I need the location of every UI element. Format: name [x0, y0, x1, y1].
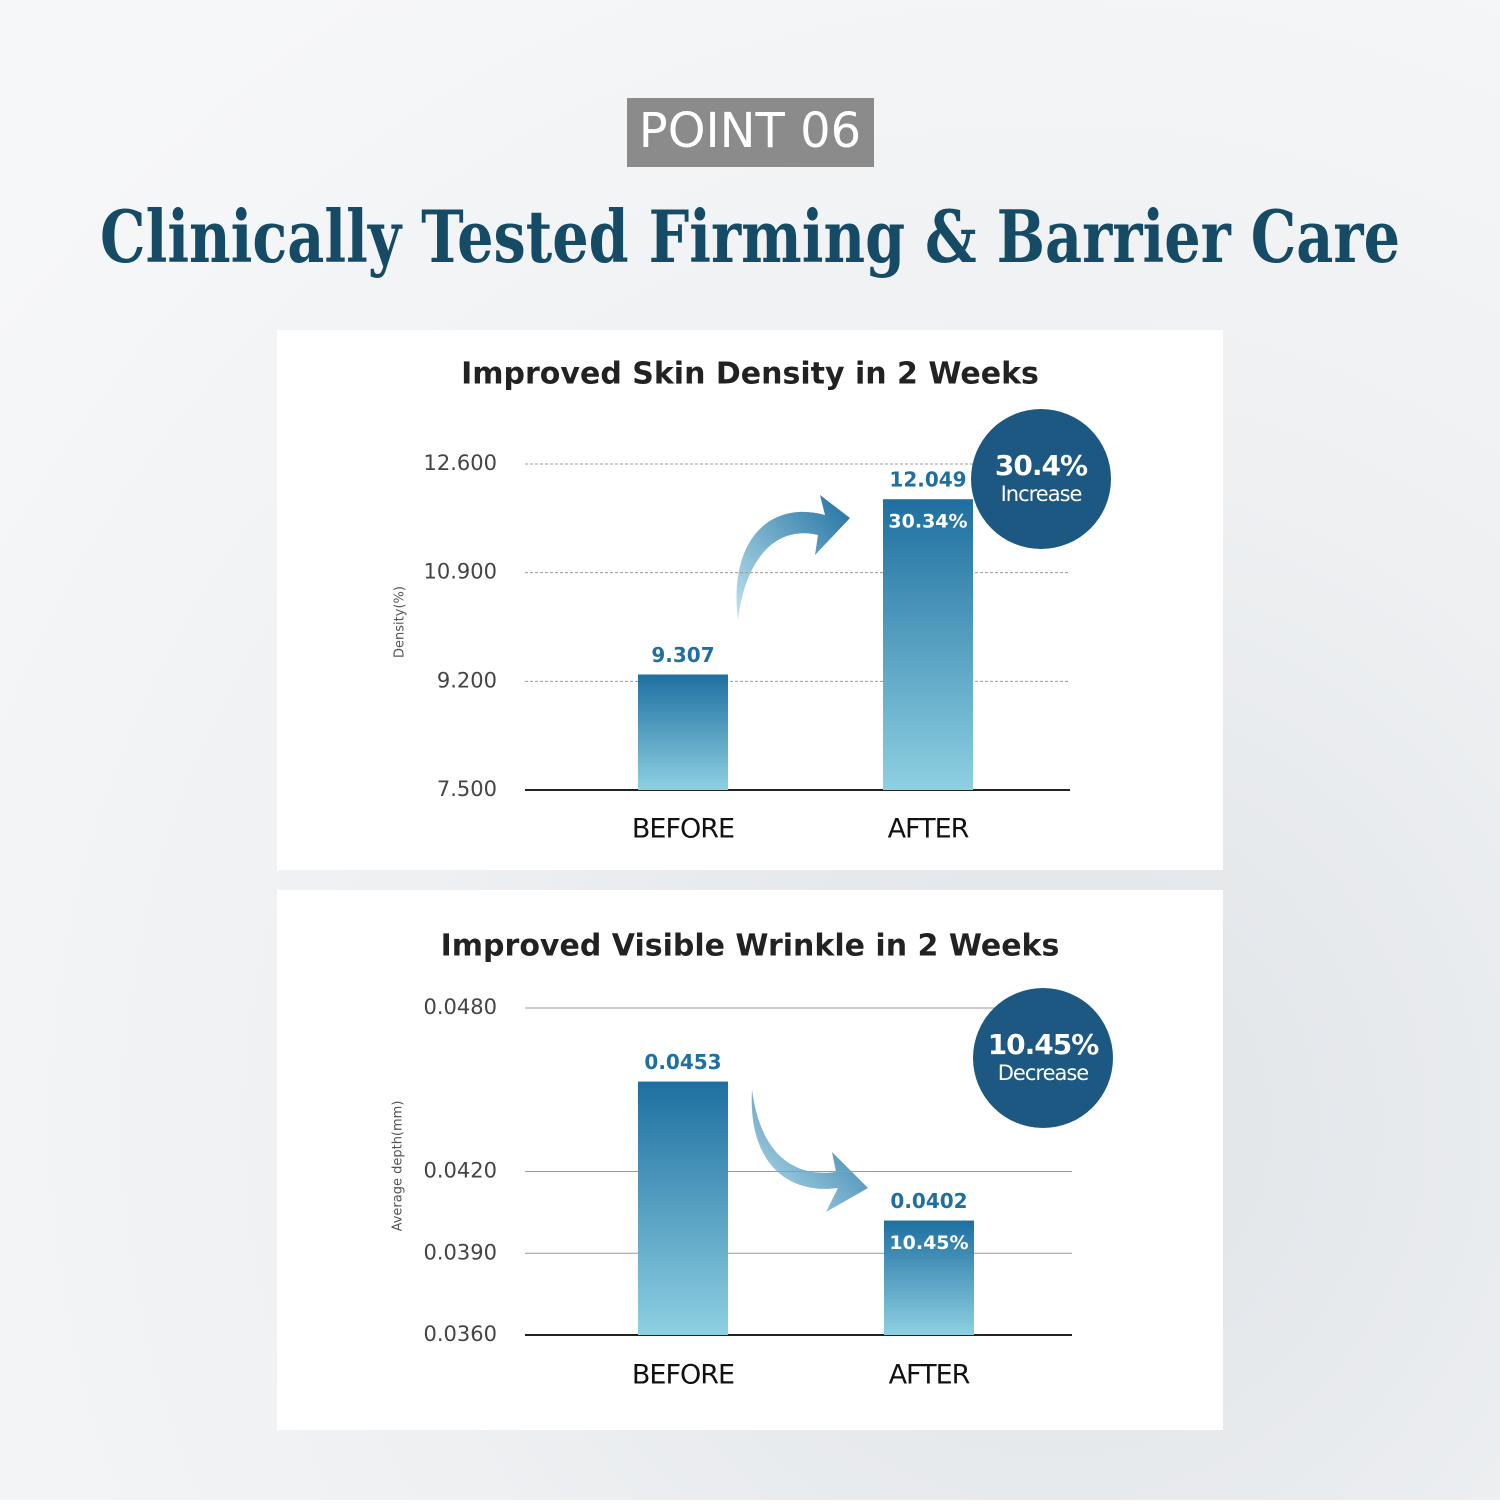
callout-value: 30.4% — [995, 449, 1088, 482]
category-label: AFTER — [888, 814, 969, 845]
category-label: AFTER — [889, 1360, 970, 1391]
callout-circle — [971, 409, 1111, 549]
y-tick-label: 7.500 — [437, 777, 497, 801]
y-tick-label: 12.600 — [424, 451, 497, 475]
headline: Clinically Tested Firming & Barrier Care — [100, 194, 1400, 279]
value-label: 0.0402 — [890, 1189, 967, 1213]
arrow — [736, 495, 850, 620]
bar-annotation: 10.45% — [889, 1232, 968, 1254]
callout-circle — [973, 988, 1113, 1128]
bar — [638, 1081, 728, 1335]
chart-title: Improved Skin Density in 2 Weeks — [461, 357, 1039, 392]
bar-annotation: 30.34% — [888, 511, 967, 533]
y-tick-label: 0.0360 — [424, 1322, 497, 1346]
chart-title: Improved Visible Wrinkle in 2 Weeks — [441, 929, 1060, 964]
category-label: BEFORE — [632, 814, 734, 845]
y-tick-label: 0.0420 — [424, 1159, 497, 1183]
callout-value: 10.45% — [988, 1028, 1100, 1061]
callout-label: Increase — [1001, 482, 1082, 506]
bar — [883, 499, 973, 790]
card — [277, 890, 1223, 1430]
badge: POINT 06 — [639, 103, 861, 159]
callout-label: Decrease — [998, 1061, 1089, 1085]
y-axis-label: Density(%) — [393, 586, 408, 658]
y-tick-label: 10.900 — [424, 560, 497, 584]
category-label: BEFORE — [632, 1360, 734, 1391]
y-tick-label: 0.0390 — [424, 1240, 497, 1264]
y-tick-label: 0.0480 — [424, 995, 497, 1019]
bar — [884, 1220, 974, 1335]
arrow — [751, 1090, 868, 1212]
y-axis-label: Average depth(mm) — [391, 1101, 406, 1232]
value-label: 9.307 — [651, 643, 714, 667]
value-label: 0.0453 — [644, 1050, 721, 1074]
badge-box — [627, 98, 874, 167]
value-label: 12.049 — [889, 468, 966, 492]
y-tick-label: 9.200 — [437, 668, 497, 692]
bar — [638, 674, 728, 790]
